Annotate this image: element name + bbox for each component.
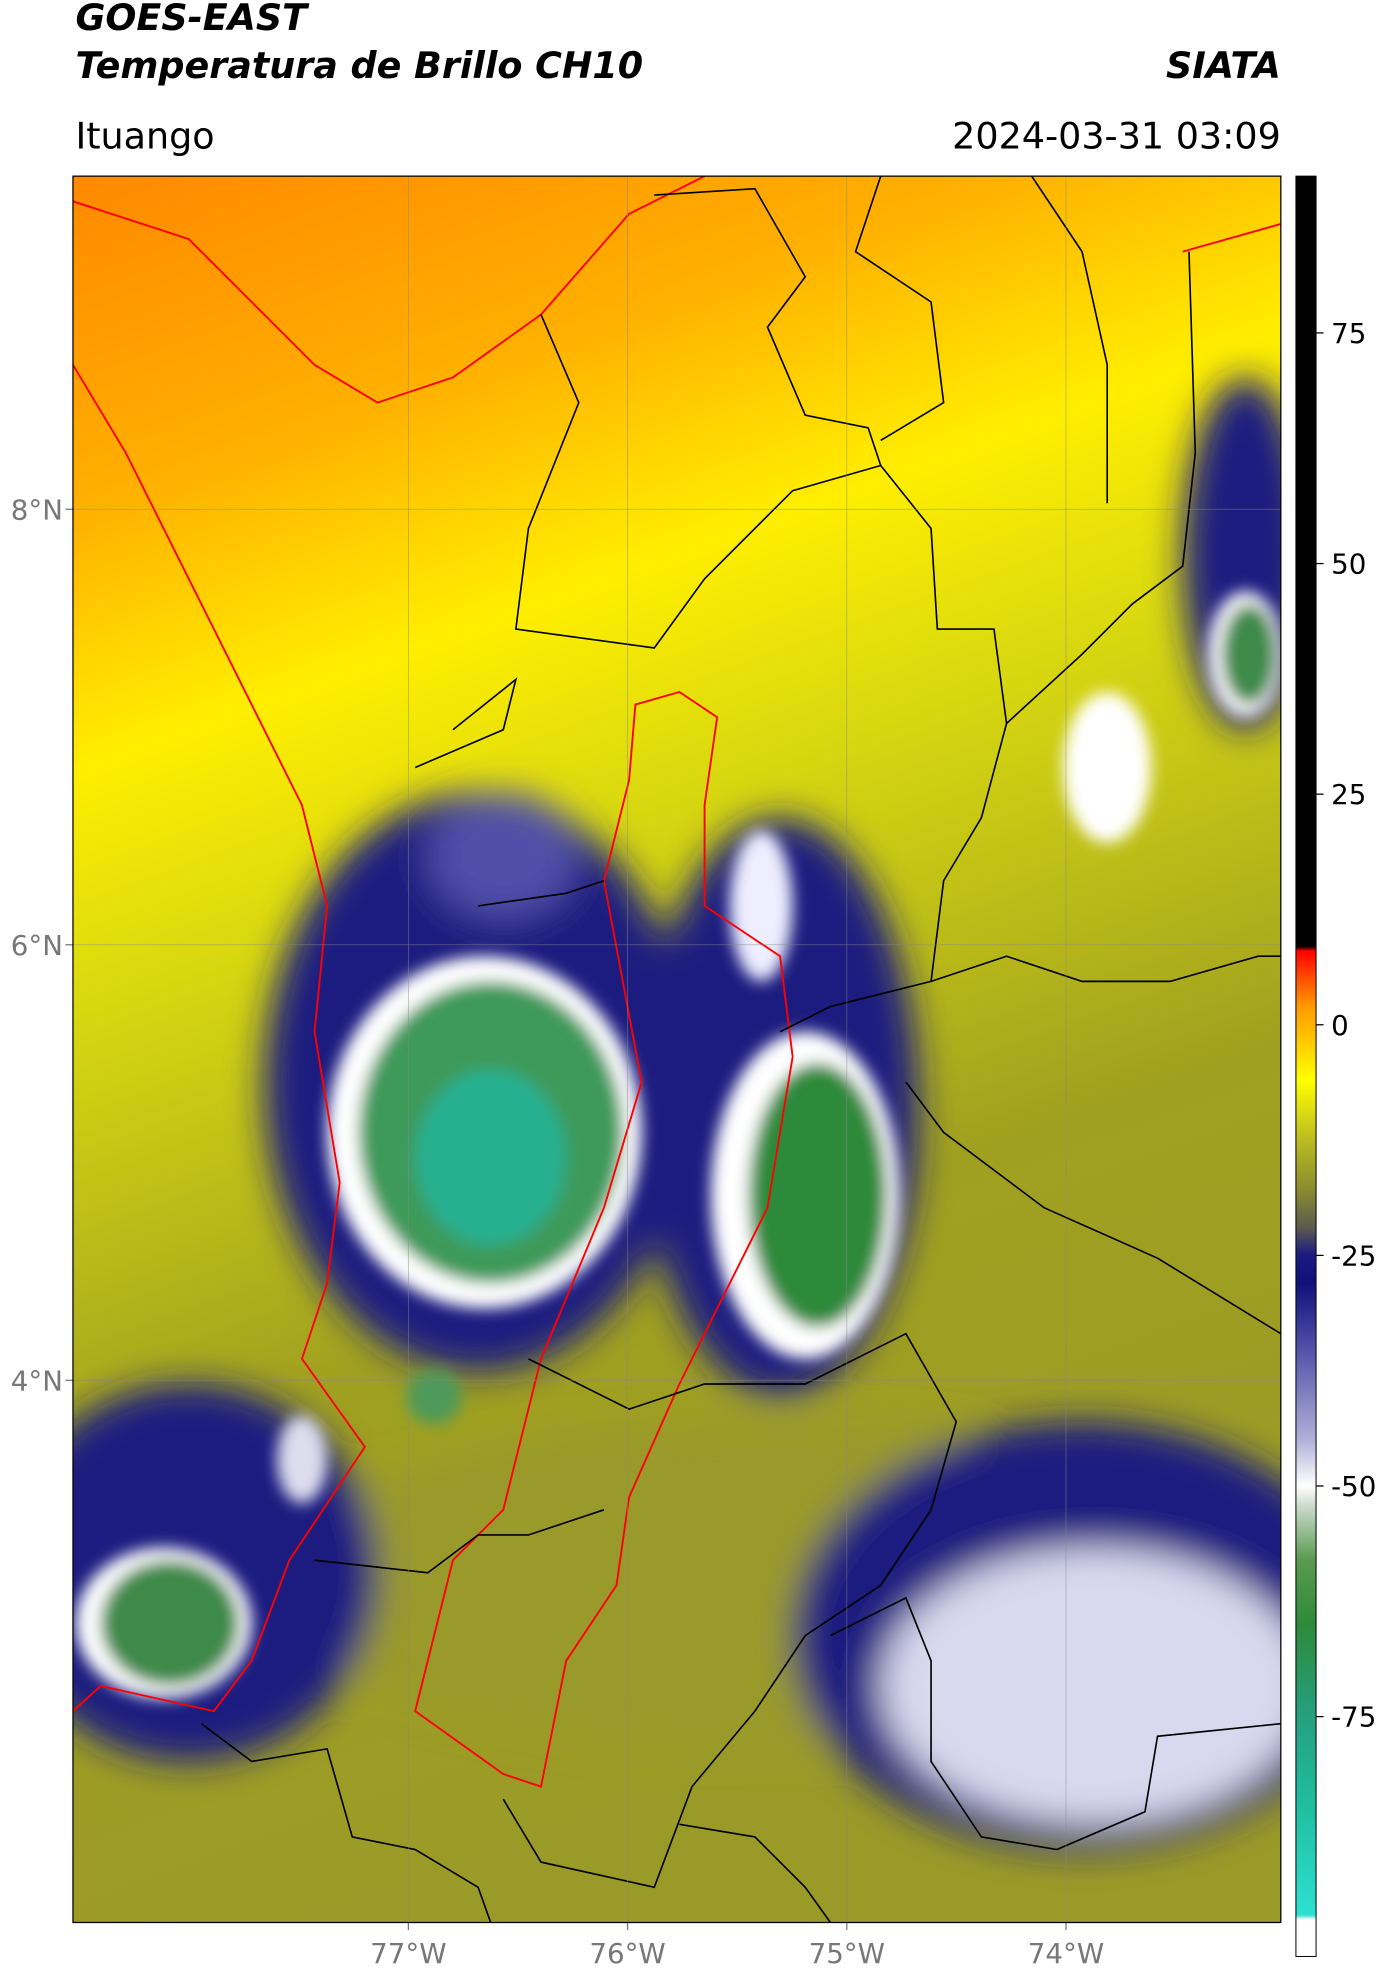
y-tick-label: 4°N	[11, 1364, 63, 1397]
map-frame	[72, 175, 1282, 1924]
colorbar-tick-label: 0	[1331, 1009, 1349, 1042]
x-tick-label: 77°W	[370, 1937, 446, 1970]
datetime: 2024-03-31 03:09	[952, 114, 1281, 157]
colorbar-tick-label: -75	[1331, 1701, 1376, 1734]
colorbar-tick-label: -50	[1331, 1470, 1376, 1503]
title: GOES-EAST	[75, 0, 310, 39]
subtitle: Temperatura de Brillo CH10	[75, 44, 643, 87]
location: Ituango	[75, 114, 214, 157]
y-tick-label: 6°N	[11, 929, 63, 962]
colorbar-scale	[1295, 175, 1317, 1957]
source: SIATA	[1166, 44, 1281, 87]
colorbar-tick-label: 25	[1331, 778, 1366, 811]
colorbar: -75 -50 -25 0 25 50 75	[1295, 175, 1376, 1957]
x-tick-label: 74°W	[1028, 1937, 1104, 1970]
colorbar-tick-label: 50	[1331, 548, 1366, 581]
colorbar-tick-label: -25	[1331, 1239, 1376, 1272]
axes: 77°W 76°W 75°W 74°W 4°N 6°N 8°N	[11, 176, 1281, 1970]
x-tick-label: 76°W	[589, 1937, 665, 1970]
x-tick-label: 75°W	[809, 1937, 885, 1970]
colorbar-tick-label: 75	[1331, 317, 1366, 350]
map-imagery	[72, 176, 1281, 1923]
y-tick-label: 8°N	[11, 493, 63, 526]
